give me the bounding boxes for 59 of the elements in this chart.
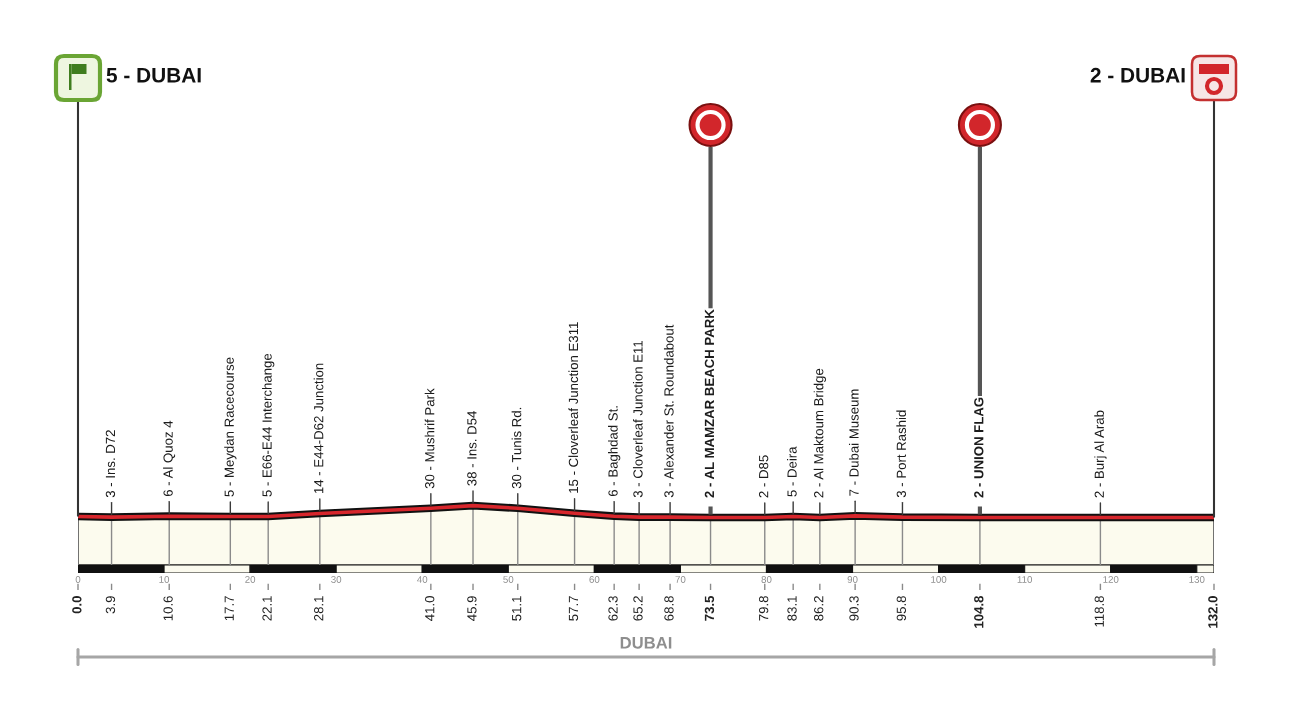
data-label: 5 - E66-E44 Interchange [262,353,275,497]
data-label: 3 - Port Rashid [896,410,906,498]
data-label: 2 - D85 [758,455,769,498]
data-label: 15 - Cloverleaf Junction E311 [568,322,579,493]
x2-tick-label: 51.1 [512,596,522,621]
data-label: 2 - UNION FLAG [974,397,984,498]
data-label: 6 - Al Quoz 4 [163,420,176,497]
x2-tick-label: 90.3 [849,596,859,621]
x2-tick-label: 118.8 [1094,596,1104,627]
x-tick-label: 50 [503,576,514,583]
data-label: 38 - Ins. D54 [467,411,477,486]
x2-tick-label: 28.1 [314,596,324,621]
data-label: 6 - Baghdad St. [608,406,621,497]
x2-tick-label: 79.8 [758,596,769,621]
x2-tick-label: 17.7 [224,596,234,621]
x-tick-label: 90 [847,576,858,583]
text: DUBAI [620,637,672,649]
x2-tick-label: 0.0 [72,596,82,614]
x-tick-label: 30 [331,576,342,583]
data-label: 2 - Al Maktoum Bridge [813,368,826,498]
x2-tick-label: 83.1 [787,596,797,621]
x2-tick-label: 95.8 [896,596,906,621]
data-label: 2 - AL MAMZAR BEACH PARK [704,309,715,498]
data-label: 30 - Mushrif Park [424,388,435,489]
x-tick-label: 70 [675,576,686,583]
ref-line-label: 2 - DUBAI [1090,67,1185,83]
x-tick-label: 20 [245,576,256,583]
x2-tick-label: 62.3 [608,596,618,621]
data-label: 3 - Ins. D72 [105,430,116,498]
data-label: 7 - Dubai Museum [848,389,859,496]
x2-tick-label: 73.5 [704,595,715,621]
x-tick-label: 130 [1189,576,1205,583]
data-label: 2 - Burj Al Arab [1094,410,1107,498]
x2-tick-label: 86.2 [814,596,824,621]
data-label: 5 - Meydan Racecourse [224,357,237,497]
x-tick-label: 10 [159,576,170,583]
x2-tick-label: 45.9 [467,596,477,621]
x-tick-label: 110 [1017,576,1033,583]
x2-tick-label: 3.9 [105,596,116,614]
data-label: 3 - Alexander St. Roundabout [663,324,674,498]
data-label: 3 - Cloverleaf Junction E11 [632,340,643,498]
x-tick-label: 40 [417,576,428,583]
data-label: 5 - Deira [787,446,797,497]
x2-tick-label: 57.7 [568,596,579,621]
x2-tick-label: 65.2 [633,596,643,621]
x-tick-label: 60 [589,576,600,583]
ref-line-label: 5 - DUBAI [106,68,201,83]
data-label: 30 - Tunis Rd. [511,407,522,489]
x2-tick-label: 41.0 [425,596,435,621]
x2-tick-label: 68.8 [664,596,674,621]
x2-tick-label: 104.8 [974,595,984,628]
x-tick-label: 120 [1103,576,1119,583]
x-tick-label: 80 [761,576,772,583]
data-label: 14 - E44-D62 Junction [313,363,324,494]
x-tick-label: 0 [75,576,81,583]
x-tick-label: 100 [931,576,947,583]
x2-tick-label: 132.0 [1208,596,1218,628]
x2-tick-label: 22.1 [262,596,272,621]
x2-tick-label: 10.6 [163,596,173,621]
